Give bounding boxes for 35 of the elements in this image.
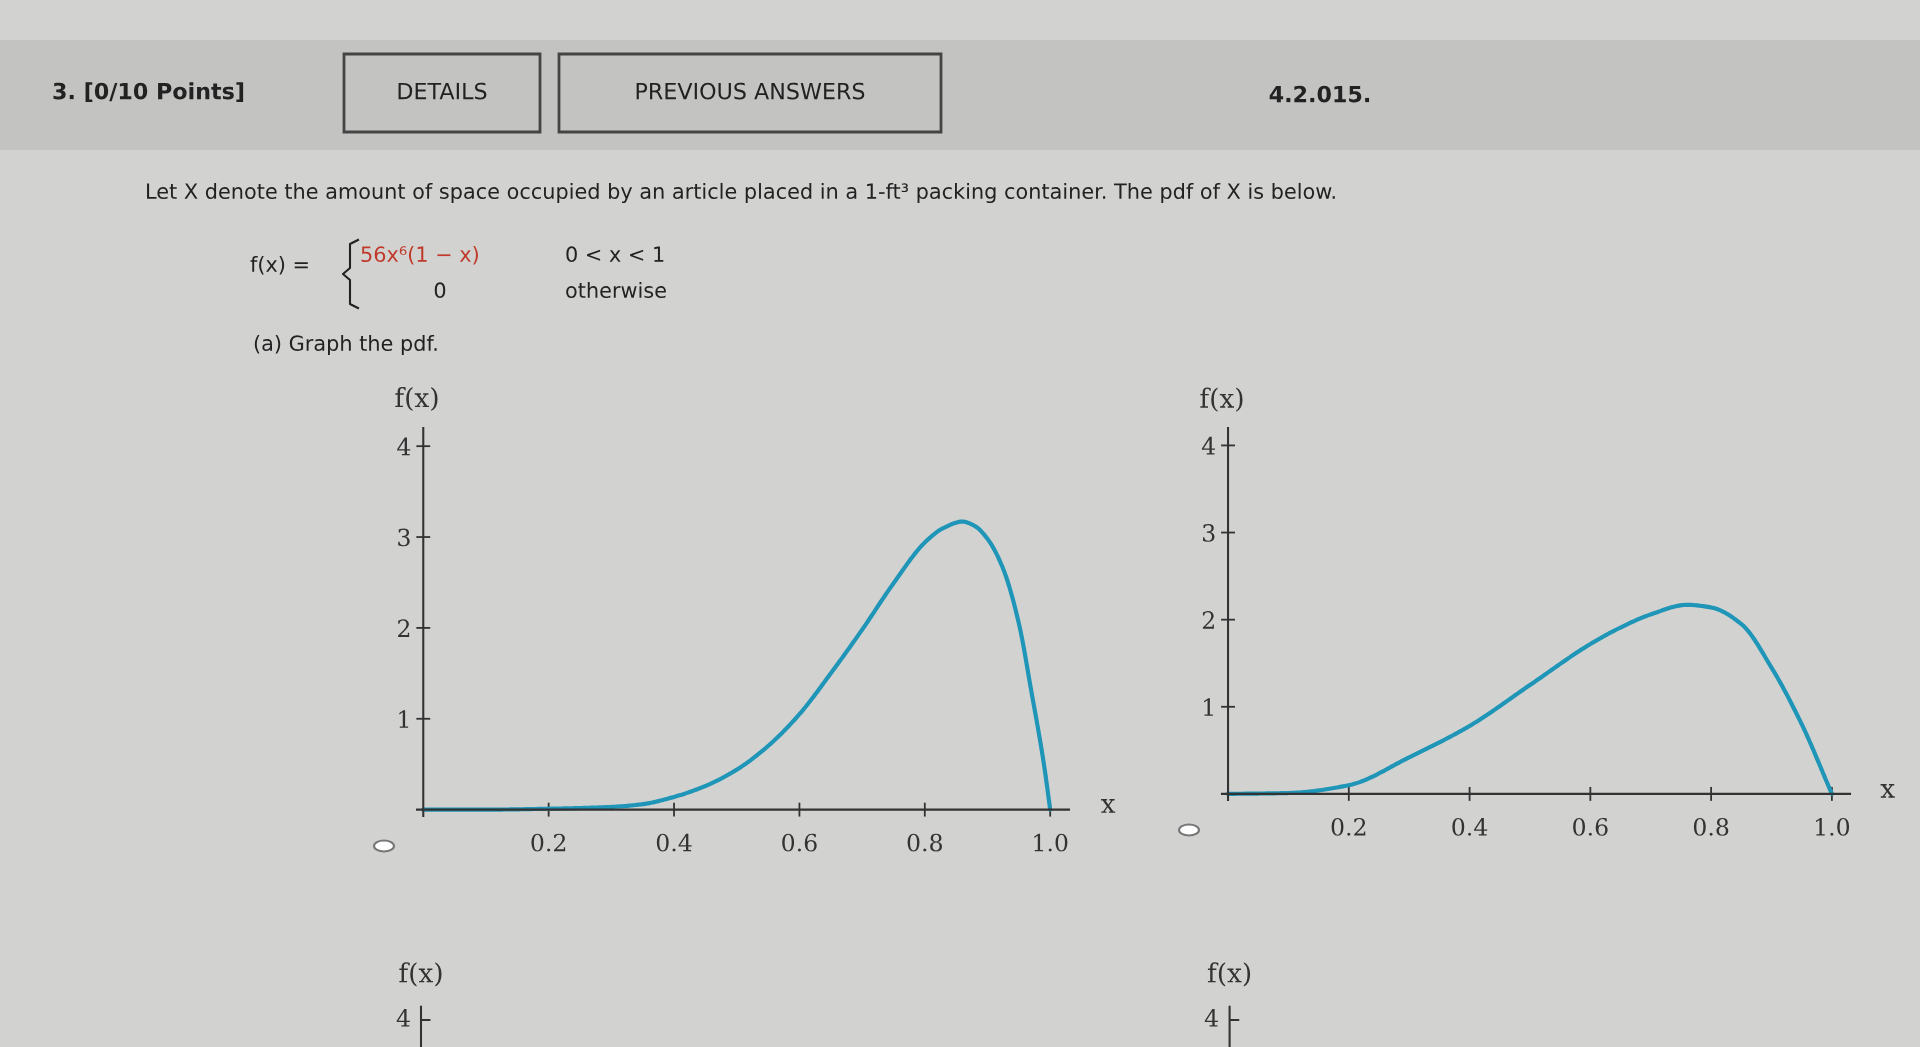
y-axis-title: f(x)	[395, 386, 438, 412]
text: 3. [0/10 Points]	[53, 82, 244, 103]
y-tick-label: 3	[1203, 523, 1215, 542]
text: 0	[434, 282, 446, 299]
x-axis-title: x	[1880, 784, 1895, 798]
text: 4.2.015.	[1269, 85, 1370, 103]
text: (a) Graph the pdf.	[254, 334, 437, 356]
x-tick-label: 0.6	[1573, 817, 1608, 836]
y-tick-label: 4	[1201, 436, 1216, 455]
x-tick-label: 0.8	[907, 833, 942, 852]
x-tick-label: 0.4	[1452, 817, 1488, 836]
text: f(x)	[1207, 962, 1251, 987]
x-axis-title: x	[1101, 799, 1116, 813]
x-tick-label: 0.2	[531, 833, 566, 852]
x-tick-label: 0.8	[1693, 817, 1729, 836]
text: Let X denote the amount of space occupied by an article placed in a 1-ft³ packing container. The pdf of X is below.	[147, 182, 1335, 204]
y-tick-label: 1	[1204, 698, 1213, 716]
x-tick-label: 0.4	[656, 833, 692, 852]
y-tick-label: 2	[1202, 611, 1214, 629]
x-tick-label: 0.6	[782, 833, 817, 852]
y-tick-label: 4	[397, 437, 411, 456]
text: PREVIOUS ANSWERS	[636, 82, 865, 100]
text: 0 < x < 1	[566, 246, 664, 263]
y-axis-title: f(x)	[1200, 387, 1243, 412]
text: f(x) =	[250, 255, 308, 275]
text: f(x)	[399, 962, 442, 987]
y-tick-label: 1	[399, 710, 409, 728]
y-tick-label: 2	[398, 619, 410, 637]
y-tick-label: 3	[398, 528, 410, 547]
x-tick-label: 1.0	[1815, 817, 1850, 836]
text: otherwise	[566, 281, 666, 299]
text: 56x⁶(1 − x)	[361, 245, 478, 265]
text: DETAILS	[398, 82, 487, 100]
x-tick-label: 0.2	[1331, 817, 1366, 836]
x-tick-label: 1.0	[1034, 833, 1068, 852]
